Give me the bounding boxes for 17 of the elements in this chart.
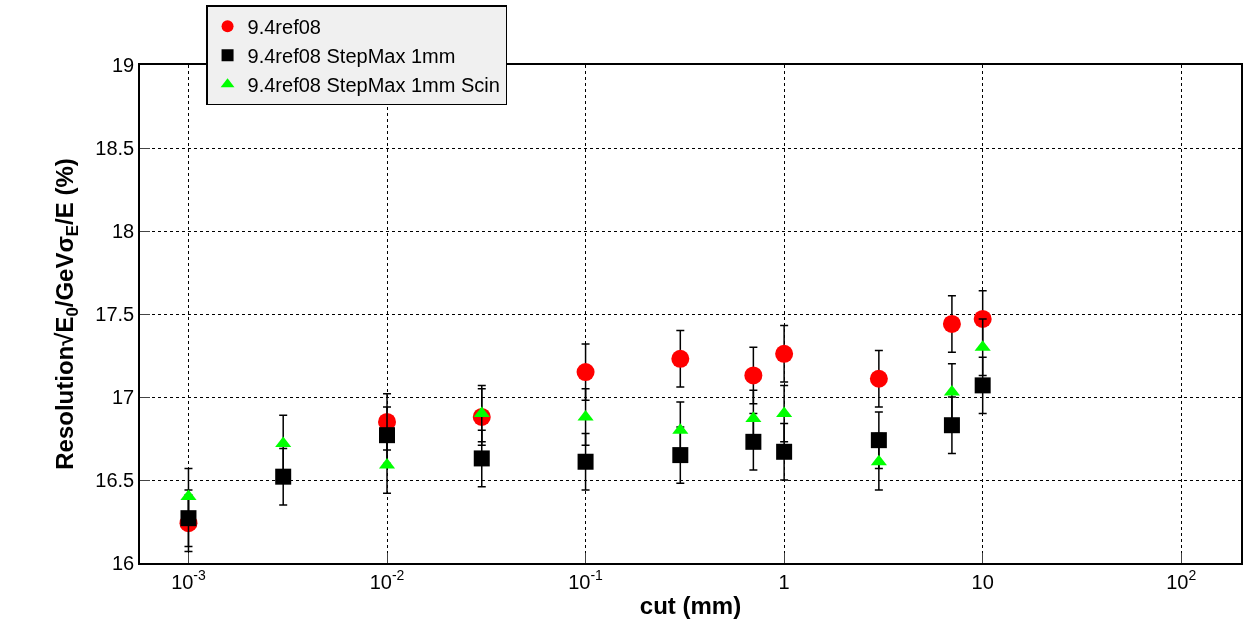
- y-tick-label: 17.5: [95, 303, 135, 325]
- x-tick-label: 10$^{-1}$: [568, 567, 604, 593]
- legend-label: 9.4ref08 StepMax 1mm Scin: [247, 74, 500, 97]
- x-tick-label: 10$^{2}$: [1166, 567, 1197, 593]
- y-tick-label: 17: [112, 386, 135, 408]
- y-tick-label: 16.5: [95, 469, 135, 491]
- y-tick-label: 18: [112, 220, 135, 242]
- x-tick-label: 10$^{-3}$: [171, 567, 207, 593]
- y-tick-label: 19: [112, 54, 135, 76]
- x-tick-label: 10: [971, 570, 994, 593]
- x-tick-label: 10$^{-2}$: [369, 567, 405, 593]
- legend-label: 9.4ref08 StepMax 1mm: [247, 45, 456, 68]
- x-axis-title: cut (mm): [639, 591, 742, 619]
- y-tick-label: 16: [112, 552, 135, 574]
- x-tick-label: 1: [778, 570, 790, 593]
- y-tick-label: 18.5: [95, 137, 135, 159]
- legend-label: 9.4ref08: [247, 16, 321, 39]
